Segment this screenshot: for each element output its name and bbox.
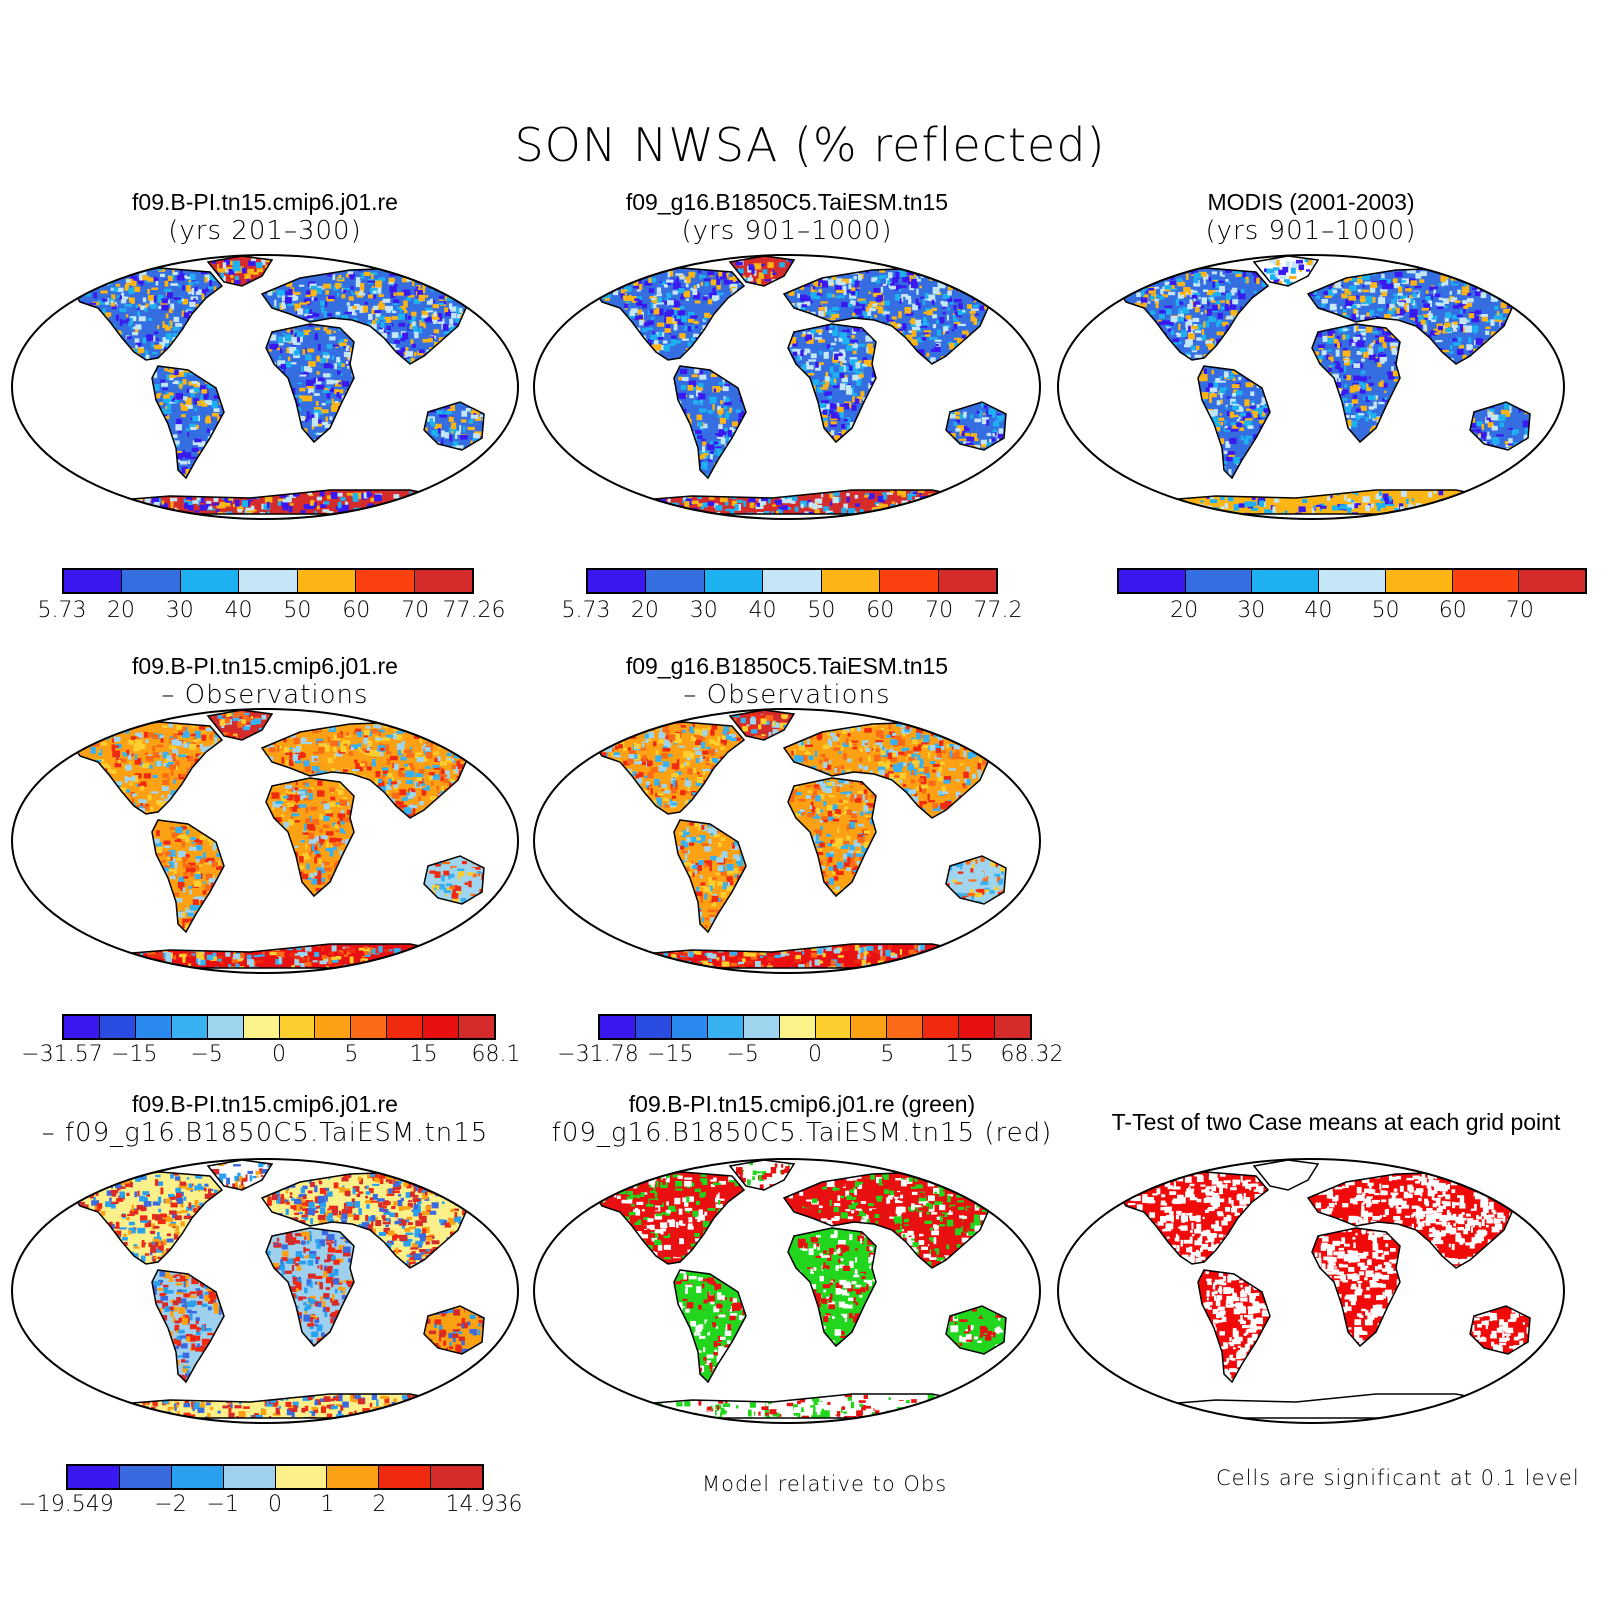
figure-title: SON NWSA (% reflected): [514, 118, 1106, 172]
map-panel-4: [11, 708, 519, 974]
continent-samerica: [674, 820, 746, 932]
colorbar-tick-label: 15: [945, 1042, 974, 1067]
colorbar-tick-label: 60: [866, 598, 895, 623]
colorbar-tick-label: 60: [342, 598, 371, 623]
colorbar-1: [62, 568, 474, 594]
colorbar-tick-label: −19.549: [18, 1492, 114, 1517]
colorbar-tick-label: 40: [224, 598, 253, 623]
model-relative-note: Model relative to Obs: [702, 1472, 948, 1496]
map-panel-3: [1057, 254, 1565, 520]
colorbar-tick-label: 50: [807, 598, 836, 623]
colorbar-tick-label: 2: [372, 1492, 387, 1517]
colorbar-tick-label: 5: [880, 1042, 895, 1067]
panel-title-2: f09_g16.B1850C5.TaiESM.tn15 (yrs 901–1000…: [625, 189, 949, 246]
map-panel-5: [533, 708, 1041, 974]
colorbar-tick-label: 20: [1170, 598, 1199, 623]
colorbar-7: [66, 1464, 484, 1490]
map-panel-8: [533, 1158, 1041, 1424]
panel-title-7: f09.B-PI.tn15.cmip6.j01.re – f09_g16.B185…: [41, 1091, 489, 1148]
panel-title-8: f09.B-PI.tn15.cmip6.j01.re (green) f09_g1…: [551, 1091, 1053, 1148]
colorbar-tick-label: 60: [1438, 598, 1467, 623]
panel-title-5: f09_g16.B1850C5.TaiESM.tn15– Observation…: [625, 653, 949, 710]
continent-namerica: [72, 268, 222, 360]
colorbar-tick-label: 30: [689, 598, 718, 623]
colorbar-tick-label: 50: [283, 598, 312, 623]
map-border: [533, 1158, 1041, 1424]
colorbar-tick-label: −2: [154, 1492, 187, 1517]
colorbar-tick-label: 1: [320, 1492, 335, 1517]
map-border: [533, 254, 1041, 520]
colorbar-tick-label: 5: [344, 1042, 359, 1067]
colorbar-tick-label: 5.73: [561, 598, 611, 623]
colorbar-tick-label: 0: [268, 1492, 282, 1517]
colorbar-4: [62, 1014, 496, 1040]
map-border: [533, 708, 1041, 974]
colorbar-tick-label: 70: [401, 598, 430, 623]
map-border: [1057, 1158, 1565, 1424]
panel-title-3: MODIS (2001-2003) (yrs 901–1000): [1205, 189, 1417, 246]
colorbar-tick-label: 40: [1304, 598, 1333, 623]
continent-namerica: [594, 722, 744, 814]
significance-note: Cells are significant at 0.1 level: [1216, 1466, 1580, 1490]
colorbar-tick-label: 40: [748, 598, 777, 623]
colorbar-tick-label: −15: [111, 1042, 158, 1067]
colorbar-tick-label: 5.73: [37, 598, 87, 623]
colorbar-tick-label: 0: [808, 1042, 822, 1067]
colorbar-tick-label: 30: [1237, 598, 1266, 623]
map-panel-7: [11, 1158, 519, 1424]
colorbar-tick-label: 68.32: [1000, 1042, 1064, 1067]
colorbar-tick-label: 20: [630, 598, 659, 623]
continent-antarctica: [94, 944, 450, 968]
colorbar-tick-label: 14.936: [445, 1492, 523, 1517]
panel-title-4: f09.B-PI.tn15.cmip6.j01.re – Observations: [132, 653, 398, 710]
continent-samerica: [1198, 1270, 1270, 1382]
colorbar-tick-label: 77.2: [973, 598, 1023, 623]
continent-samerica: [674, 366, 746, 478]
colorbar-tick-label: 70: [925, 598, 954, 623]
colorbar-tick-label: −31.57: [21, 1042, 103, 1067]
map-panel-2: [533, 254, 1041, 520]
colorbar-5: [598, 1014, 1032, 1040]
colorbar-tick-label: −1: [206, 1492, 239, 1517]
colorbar-tick-label: 20: [106, 598, 135, 623]
map-panel-9: [1057, 1158, 1565, 1424]
map-border: [11, 708, 519, 974]
colorbar-tick-label: 50: [1371, 598, 1400, 623]
colorbar-tick-label: 70: [1505, 598, 1534, 623]
colorbar-tick-label: 0: [272, 1042, 286, 1067]
colorbar-tick-label: 30: [165, 598, 194, 623]
panel-title-9: T-Test of two Case means at each grid po…: [1111, 1109, 1561, 1135]
colorbar-tick-label: −5: [726, 1042, 759, 1067]
colorbar-tick-label: 15: [409, 1042, 438, 1067]
map-panel-1: [11, 254, 519, 520]
map-border: [11, 1158, 519, 1424]
colorbar-2: [586, 568, 998, 594]
colorbar-tick-label: 68.1: [471, 1042, 521, 1067]
panel-title-1: f09.B-PI.tn15.cmip6.j01.re (yrs 201–300): [132, 189, 398, 246]
colorbar-tick-label: −5: [190, 1042, 223, 1067]
map-border: [1057, 254, 1565, 520]
colorbar-tick-label: −15: [647, 1042, 694, 1067]
colorbar-tick-label: 77.26: [442, 598, 506, 623]
map-border: [11, 254, 519, 520]
colorbar-3: [1117, 568, 1587, 594]
colorbar-tick-label: −31.78: [557, 1042, 639, 1067]
